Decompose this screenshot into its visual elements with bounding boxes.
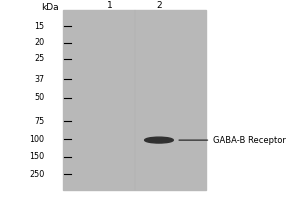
Text: 1: 1 xyxy=(107,1,113,10)
Text: GABA-B Receptor: GABA-B Receptor xyxy=(213,136,286,145)
Text: 25: 25 xyxy=(34,54,44,63)
Text: 15: 15 xyxy=(34,22,44,31)
Text: kDa: kDa xyxy=(41,3,59,12)
Text: 2: 2 xyxy=(156,1,162,10)
Text: 100: 100 xyxy=(29,135,44,144)
Text: 20: 20 xyxy=(34,38,44,47)
Text: 75: 75 xyxy=(34,117,44,126)
Text: 250: 250 xyxy=(29,170,44,179)
Text: 37: 37 xyxy=(34,75,44,84)
Bar xyxy=(63,10,206,190)
Text: 150: 150 xyxy=(29,152,44,161)
Ellipse shape xyxy=(145,137,173,143)
Text: 50: 50 xyxy=(34,93,44,102)
